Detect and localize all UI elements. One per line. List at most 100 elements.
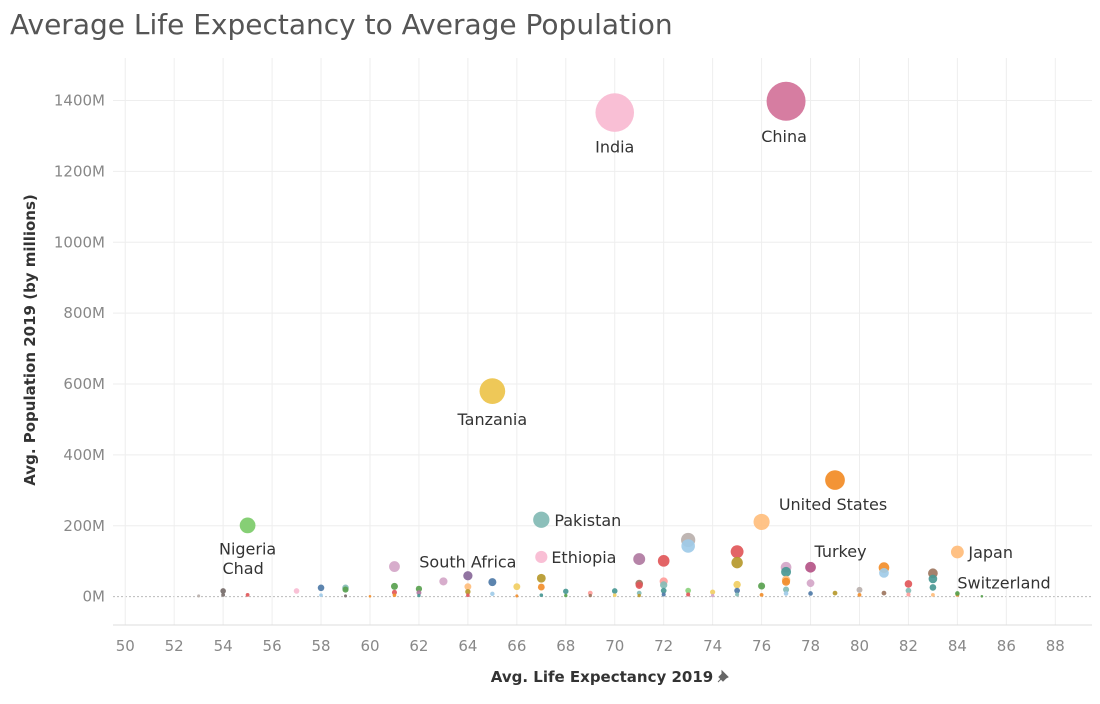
x-tick-label: 84 (948, 637, 967, 655)
data-point[interactable] (710, 589, 716, 595)
data-point[interactable] (197, 594, 201, 598)
data-point[interactable] (735, 592, 740, 597)
data-point-nigeria[interactable] (239, 517, 256, 534)
data-point[interactable] (587, 590, 593, 596)
data-point[interactable] (417, 593, 421, 598)
data-point[interactable] (539, 593, 544, 598)
data-point[interactable] (730, 545, 744, 559)
point-label-tanzania: Tanzania (457, 410, 528, 429)
data-point[interactable] (537, 583, 545, 591)
x-tick-label: 52 (165, 637, 184, 655)
data-point[interactable] (245, 592, 250, 597)
data-point[interactable] (734, 587, 740, 594)
data-point[interactable] (783, 591, 789, 596)
data-point[interactable] (808, 591, 813, 596)
data-point[interactable] (465, 589, 471, 595)
data-point[interactable] (881, 590, 887, 596)
data-point[interactable] (636, 590, 642, 596)
data-point[interactable] (904, 580, 913, 588)
data-point[interactable] (660, 581, 668, 589)
data-point[interactable] (488, 578, 497, 587)
x-tick-label: 58 (311, 637, 330, 655)
grid-lines (113, 58, 1092, 625)
data-point[interactable] (806, 579, 815, 588)
data-point[interactable] (536, 573, 546, 583)
data-point[interactable] (368, 594, 372, 598)
data-point[interactable] (319, 593, 323, 598)
data-point-pakistan[interactable] (533, 511, 550, 528)
data-point[interactable] (782, 577, 791, 586)
pin-icon[interactable] (717, 669, 729, 683)
data-point[interactable] (490, 591, 495, 597)
data-point-south-africa[interactable] (463, 571, 473, 581)
data-point[interactable] (685, 587, 692, 594)
data-point-japan[interactable] (950, 545, 964, 559)
data-point[interactable] (390, 582, 398, 590)
data-point[interactable] (657, 555, 670, 567)
data-point[interactable] (759, 592, 764, 597)
data-point[interactable] (344, 594, 348, 598)
x-tick-label: 74 (703, 637, 722, 655)
y-tick-label: 600M (63, 375, 105, 393)
data-point[interactable] (660, 587, 667, 594)
data-point[interactable] (980, 594, 984, 598)
x-tick-label: 64 (458, 637, 477, 655)
data-point[interactable] (633, 553, 646, 566)
point-label-india: India (595, 138, 634, 157)
data-point[interactable] (661, 592, 666, 597)
data-point[interactable] (416, 590, 422, 596)
data-point[interactable] (733, 580, 741, 589)
data-point-chad[interactable] (220, 588, 226, 594)
data-point-ethiopia[interactable] (535, 550, 548, 564)
data-point[interactable] (832, 590, 838, 596)
data-point[interactable] (637, 593, 641, 598)
data-point[interactable] (857, 592, 862, 597)
data-point[interactable] (588, 593, 592, 598)
data-point[interactable] (758, 582, 766, 590)
data-point[interactable] (929, 584, 937, 591)
data-point[interactable] (464, 583, 472, 591)
data-point-united-states[interactable] (825, 470, 845, 490)
data-point[interactable] (611, 588, 618, 594)
data-point[interactable] (879, 568, 889, 578)
data-point[interactable] (612, 593, 617, 598)
data-point[interactable] (781, 566, 792, 577)
data-point[interactable] (317, 584, 325, 592)
data-point[interactable] (753, 513, 770, 530)
x-tick-label: 86 (997, 637, 1016, 655)
data-point[interactable] (731, 556, 743, 569)
data-point-turkey[interactable] (805, 561, 816, 573)
data-point-switzerland[interactable] (955, 591, 960, 596)
data-point[interactable] (856, 586, 863, 593)
data-point-tanzania[interactable] (479, 378, 506, 404)
data-point[interactable] (392, 593, 397, 598)
data-point[interactable] (930, 592, 935, 597)
data-point[interactable] (783, 586, 790, 593)
data-point[interactable] (221, 592, 226, 597)
data-point-china[interactable] (766, 81, 806, 121)
data-points (197, 81, 984, 598)
x-tick-label: 82 (899, 637, 918, 655)
point-label-pakistan: Pakistan (554, 511, 621, 530)
data-point[interactable] (710, 593, 715, 598)
data-point[interactable] (906, 592, 911, 597)
data-point[interactable] (515, 594, 519, 598)
data-point[interactable] (635, 581, 643, 589)
data-point[interactable] (389, 561, 400, 572)
data-point[interactable] (391, 589, 397, 595)
data-point[interactable] (415, 585, 423, 592)
data-point[interactable] (466, 593, 470, 598)
data-point[interactable] (681, 539, 695, 553)
data-point[interactable] (513, 583, 521, 591)
data-point[interactable] (293, 588, 300, 594)
data-point[interactable] (563, 588, 569, 595)
data-point[interactable] (439, 577, 448, 586)
data-point[interactable] (564, 593, 568, 598)
data-point[interactable] (928, 574, 938, 584)
data-point[interactable] (342, 586, 349, 593)
data-point[interactable] (686, 592, 691, 597)
data-point-india[interactable] (595, 93, 635, 132)
data-point[interactable] (905, 587, 912, 594)
y-axis-title: Avg. Population 2019 (by millions) (21, 194, 39, 486)
